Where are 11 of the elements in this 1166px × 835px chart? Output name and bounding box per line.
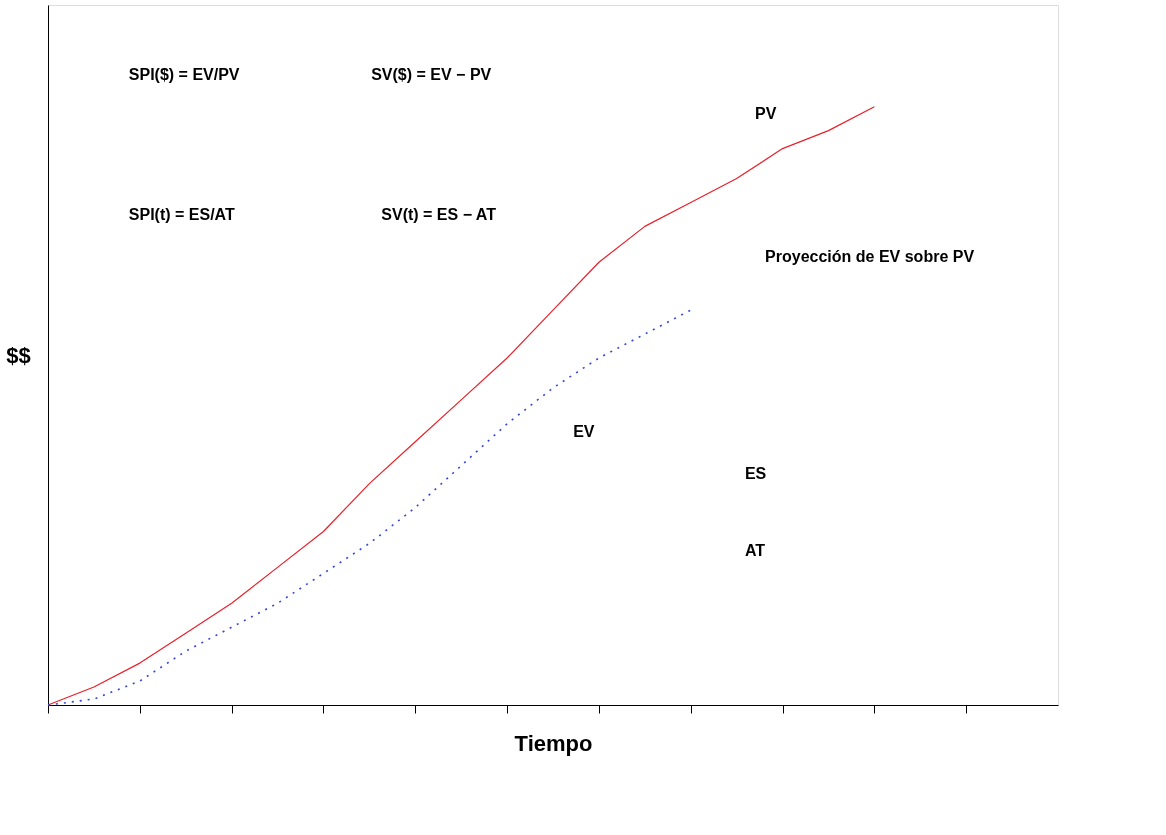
annotation: AT (744, 542, 766, 559)
text: SV($) = EV − PV (371, 66, 492, 83)
annotation: Proyección de EV sobre PV (765, 248, 975, 265)
annotation: SV(t) = ES − AT (381, 206, 497, 223)
annotation: PV (755, 104, 777, 122)
x-axis-title: Tiempo (514, 731, 593, 756)
annotation: SPI(t) = ES/AT (128, 206, 235, 223)
annotation: ES (744, 465, 767, 482)
y-axis-title: $$ (6, 342, 31, 368)
annotation: EV (573, 423, 595, 440)
text: SPI($) = EV/PV (128, 66, 240, 83)
